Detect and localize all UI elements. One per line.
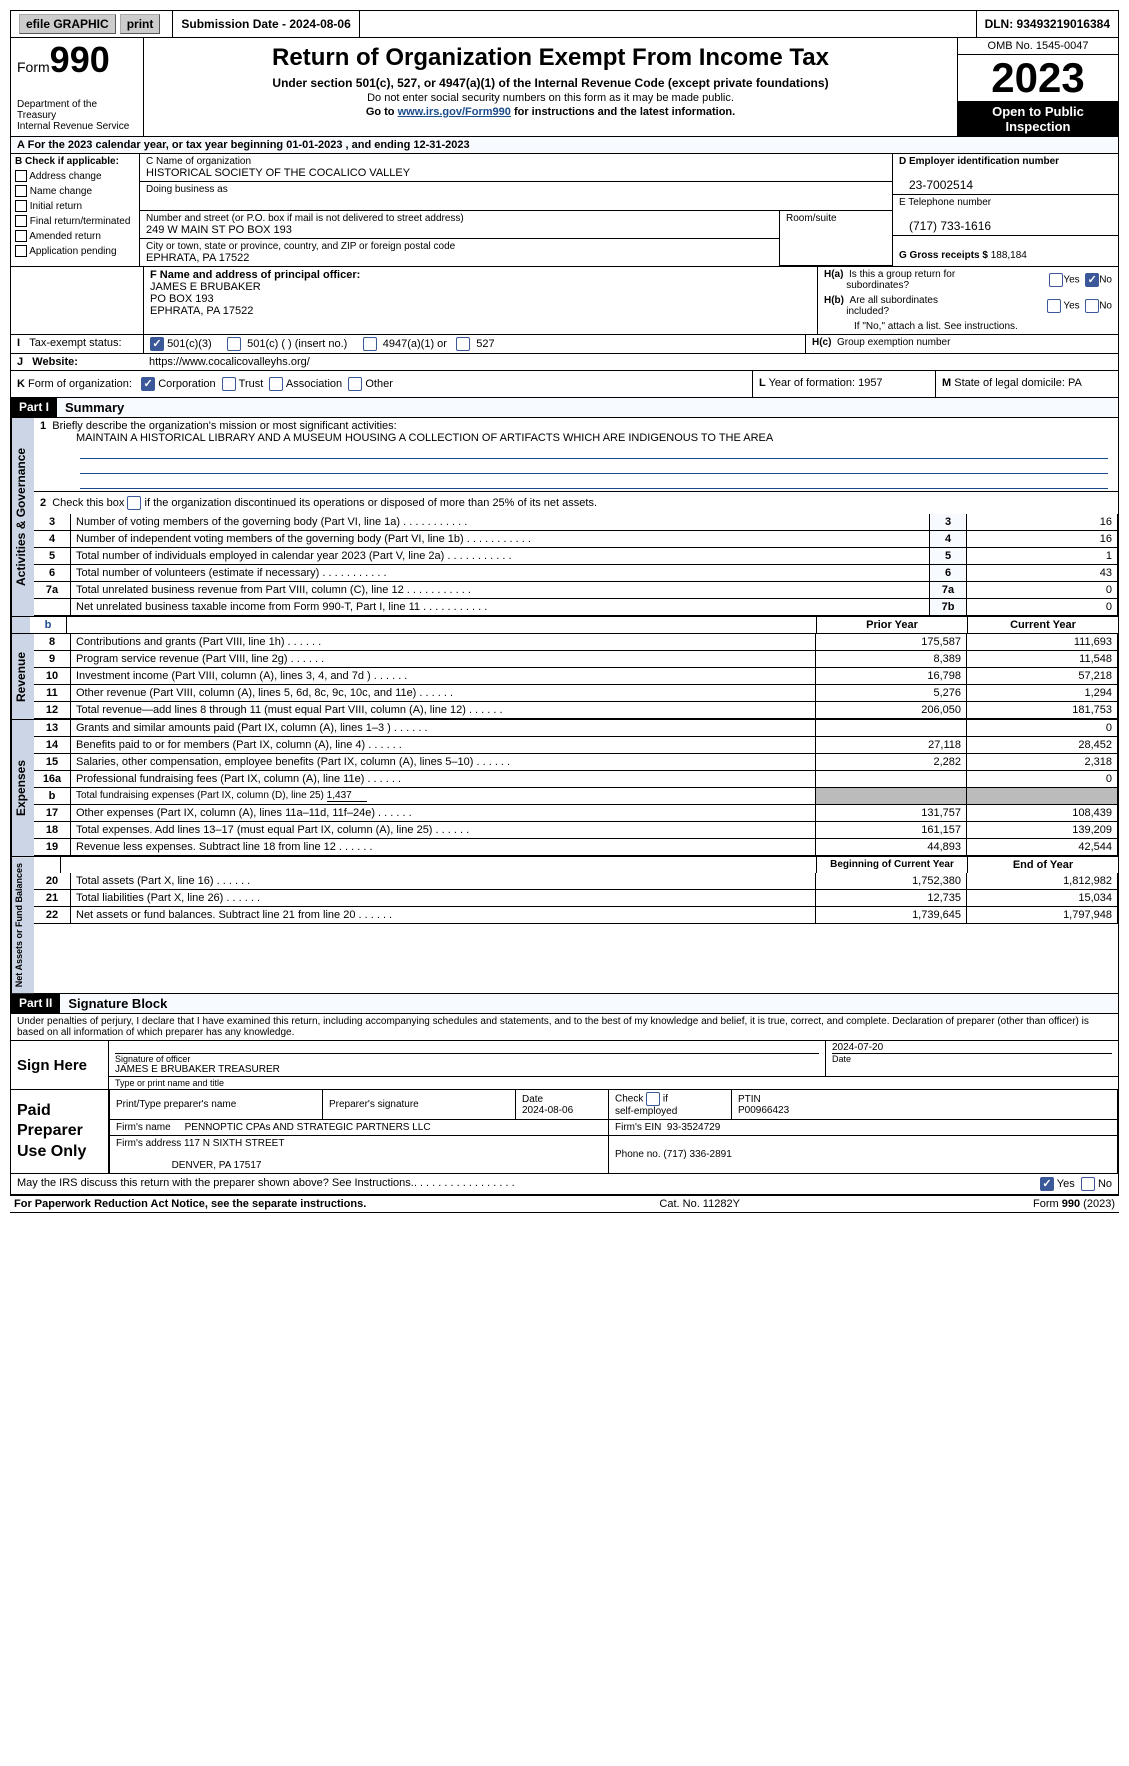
- part2-header: Part II Signature Block: [10, 994, 1119, 1014]
- table-row: 8 Contributions and grants (Part VIII, l…: [34, 634, 1118, 651]
- officer-group-row: F Name and address of principal officer:…: [10, 267, 1119, 335]
- top-bar: efile GRAPHICprint Submission Date - 202…: [10, 10, 1119, 38]
- table-row: 16a Professional fundraising fees (Part …: [34, 771, 1118, 788]
- net-assets-table: 20 Total assets (Part X, line 16) 1,752,…: [34, 873, 1118, 924]
- year-formation: 1957: [858, 377, 882, 389]
- entity-block: B Check if applicable: Address change Na…: [10, 154, 1119, 267]
- table-row: 4 Number of independent voting members o…: [34, 531, 1118, 548]
- legal-domicile: PA: [1068, 377, 1082, 389]
- officer-name: JAMES E BRUBAKER: [150, 281, 261, 293]
- city-state-zip: EPHRATA, PA 17522: [146, 252, 249, 264]
- website-url[interactable]: https://www.cocalicovalleyhs.org/: [143, 354, 1118, 370]
- ssn-note: Do not enter social security numbers on …: [152, 92, 949, 104]
- pra-notice: For Paperwork Reduction Act Notice, see …: [14, 1198, 366, 1210]
- perjury-statement: Under penalties of perjury, I declare th…: [10, 1014, 1119, 1041]
- dept-treasury: Department of the Treasury: [17, 99, 137, 121]
- prep-date: 2024-08-06: [522, 1105, 573, 1116]
- gross-receipts: 188,184: [991, 250, 1027, 261]
- check-icon: ✓: [141, 377, 155, 391]
- part1-header: Part I Summary: [10, 398, 1119, 418]
- org-name: HISTORICAL SOCIETY OF THE COCALICO VALLE…: [146, 167, 410, 179]
- table-row: 13 Grants and similar amounts paid (Part…: [34, 720, 1118, 737]
- room-suite: Room/suite: [780, 211, 892, 266]
- table-row: 17 Other expenses (Part IX, column (A), …: [34, 805, 1118, 822]
- vtab-governance: Activities & Governance: [11, 418, 34, 616]
- telephone: (717) 733-1616: [899, 219, 991, 233]
- table-row: 7a Total unrelated business revenue from…: [34, 582, 1118, 599]
- omb-number: OMB No. 1545-0047: [958, 38, 1118, 55]
- table-row: 3 Number of voting members of the govern…: [34, 514, 1118, 531]
- table-row: 21 Total liabilities (Part X, line 26) 1…: [34, 890, 1118, 907]
- hb-note: If "No," attach a list. See instructions…: [818, 319, 1118, 334]
- box-b: B Check if applicable: Address change Na…: [11, 154, 140, 266]
- vtab-revenue: Revenue: [11, 634, 34, 719]
- open-inspection: Open to Public Inspection: [958, 102, 1118, 136]
- table-row: 6 Total number of volunteers (estimate i…: [34, 565, 1118, 582]
- vtab-net-assets: Net Assets or Fund Balances: [11, 857, 34, 993]
- dln: DLN: 93493219016384: [977, 11, 1118, 37]
- firm-phone: (717) 336-2891: [663, 1149, 731, 1160]
- table-row: 11 Other revenue (Part VIII, column (A),…: [34, 685, 1118, 702]
- submission-date: Submission Date - 2024-08-06: [173, 11, 359, 37]
- governance-table: 3 Number of voting members of the govern…: [34, 514, 1118, 616]
- form-title: Return of Organization Exempt From Incom…: [152, 44, 949, 72]
- table-row: 10 Investment income (Part VIII, column …: [34, 668, 1118, 685]
- irs-label: Internal Revenue Service: [17, 121, 137, 132]
- street-address: 249 W MAIN ST PO BOX 193: [146, 224, 292, 236]
- table-row: 5 Total number of individuals employed i…: [34, 548, 1118, 565]
- expenses-table: 13 Grants and similar amounts paid (Part…: [34, 720, 1118, 856]
- check-icon: ✓: [150, 337, 164, 351]
- discuss-row: May the IRS discuss this return with the…: [10, 1174, 1119, 1195]
- table-row: 18 Total expenses. Add lines 13–17 (must…: [34, 822, 1118, 839]
- sign-date: 2024-07-20: [832, 1042, 883, 1053]
- efile-label: efile GRAPHICprint: [11, 11, 173, 37]
- form-footer: Form 990 (2023): [1033, 1198, 1115, 1210]
- tax-year-range: A For the 2023 calendar year, or tax yea…: [10, 137, 1119, 154]
- table-row: 22 Net assets or fund balances. Subtract…: [34, 907, 1118, 924]
- table-row: 9 Program service revenue (Part VIII, li…: [34, 651, 1118, 668]
- sign-here-block: Sign Here Signature of officerJAMES E BR…: [10, 1041, 1119, 1090]
- table-row: 14 Benefits paid to or for members (Part…: [34, 737, 1118, 754]
- form-subtitle: Under section 501(c), 527, or 4947(a)(1)…: [152, 76, 949, 90]
- form-number: Form990: [17, 42, 137, 78]
- table-row: 12 Total revenue—add lines 8 through 11 …: [34, 702, 1118, 719]
- mission-text: MAINTAIN A HISTORICAL LIBRARY AND A MUSE…: [76, 432, 773, 444]
- firm-ein: 93-3524729: [667, 1122, 720, 1133]
- firm-address: 117 N SIXTH STREET: [184, 1138, 284, 1149]
- table-row: 15 Salaries, other compensation, employe…: [34, 754, 1118, 771]
- box-d-e-g: D Employer identification number 23-7002…: [892, 154, 1118, 266]
- form-header: Form990 Department of the Treasury Inter…: [10, 38, 1119, 137]
- table-row: 20 Total assets (Part X, line 16) 1,752,…: [34, 873, 1118, 890]
- firm-name: PENNOPTIC CPAs AND STRATEGIC PARTNERS LL…: [185, 1122, 431, 1133]
- catalog-num: Cat. No. 11282Y: [659, 1198, 740, 1210]
- exempt-status-row: I Tax-exempt status: ✓ 501(c)(3) 501(c) …: [10, 335, 1119, 354]
- tax-year: 2023: [958, 55, 1118, 102]
- ptin: P00966423: [738, 1105, 789, 1116]
- paid-preparer-block: Paid Preparer Use Only Print/Type prepar…: [10, 1090, 1119, 1174]
- org-form-row: K Form of organization: ✓ Corporation Tr…: [10, 371, 1119, 398]
- irs-link[interactable]: www.irs.gov/Form990: [398, 106, 511, 118]
- vtab-expenses: Expenses: [11, 720, 34, 856]
- ein: 23-7002514: [899, 178, 973, 192]
- print-btn[interactable]: print: [120, 14, 161, 34]
- efile-btn[interactable]: efile GRAPHIC: [19, 14, 116, 34]
- table-row: b Total fundraising expenses (Part IX, c…: [34, 788, 1118, 805]
- check-icon: ✓: [1040, 1177, 1054, 1191]
- revenue-table: 8 Contributions and grants (Part VIII, l…: [34, 634, 1118, 719]
- box-c: C Name of organization HISTORICAL SOCIET…: [140, 154, 892, 266]
- officer-signature: JAMES E BRUBAKER TREASURER: [115, 1064, 280, 1075]
- table-row: 19 Revenue less expenses. Subtract line …: [34, 839, 1118, 856]
- goto-note: Go to www.irs.gov/Form990 for instructio…: [152, 106, 949, 118]
- website-row: J Website: https://www.cocalicovalleyhs.…: [10, 354, 1119, 371]
- table-row: Net unrelated business taxable income fr…: [34, 599, 1118, 616]
- check-icon: ✓: [1085, 273, 1099, 287]
